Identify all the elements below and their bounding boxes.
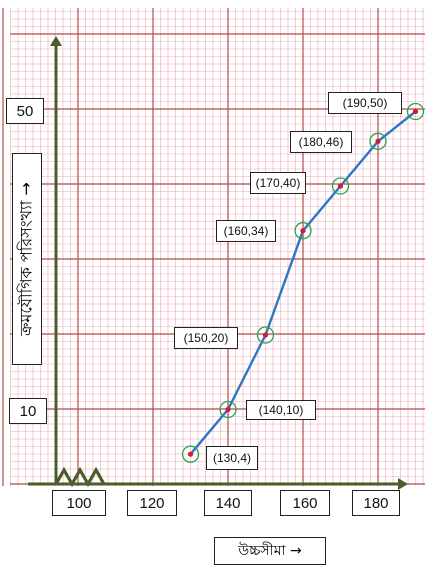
- axis-break-zigzag: [54, 466, 106, 488]
- point-label: (180,46): [290, 131, 352, 153]
- point-ring: [181, 445, 200, 463]
- point-label: (190,50): [328, 92, 402, 114]
- point-label: (160,34): [216, 220, 276, 242]
- point-ring: [369, 132, 387, 150]
- minor-grid: [10, 8, 425, 486]
- point-ring: [331, 177, 350, 195]
- axes: [28, 36, 408, 490]
- data-point: [337, 183, 344, 189]
- x-tick-label: 140: [204, 490, 252, 516]
- series-layer: [181, 102, 425, 463]
- x-tick-label: 160: [280, 490, 330, 516]
- point-ring: [256, 326, 275, 344]
- point-label: (170,40): [250, 172, 306, 194]
- point-ring: [219, 400, 237, 419]
- point-label: (150,20): [174, 327, 238, 349]
- x-tick-label: 180: [352, 490, 400, 516]
- point-ring: [294, 222, 312, 240]
- y-axis-label: ক্রমযৌগিক পরিসংখ্যা →: [16, 182, 36, 336]
- point-label: (130,4): [206, 446, 258, 470]
- x-tick-label: 100: [52, 490, 106, 516]
- data-point: [225, 406, 231, 413]
- point-ring: [406, 102, 425, 121]
- y-tick-label: 50: [6, 98, 44, 124]
- data-point: [187, 451, 194, 457]
- major-grid: [2, 8, 425, 486]
- y-axis-arrow: [50, 36, 62, 46]
- data-point: [375, 138, 381, 144]
- x-axis-arrow: [398, 478, 408, 490]
- data-point: [300, 228, 306, 234]
- x-axis-label: উচ্চসীমা →: [214, 537, 326, 565]
- y-axis-label-box: ক্রমযৌগিক পরিসংখ্যা →: [12, 153, 42, 365]
- data-point: [262, 332, 269, 338]
- x-tick-label: 120: [127, 490, 177, 516]
- point-label: (140,10): [246, 400, 316, 420]
- data-point: [412, 108, 419, 115]
- y-tick-label: 10: [9, 398, 47, 424]
